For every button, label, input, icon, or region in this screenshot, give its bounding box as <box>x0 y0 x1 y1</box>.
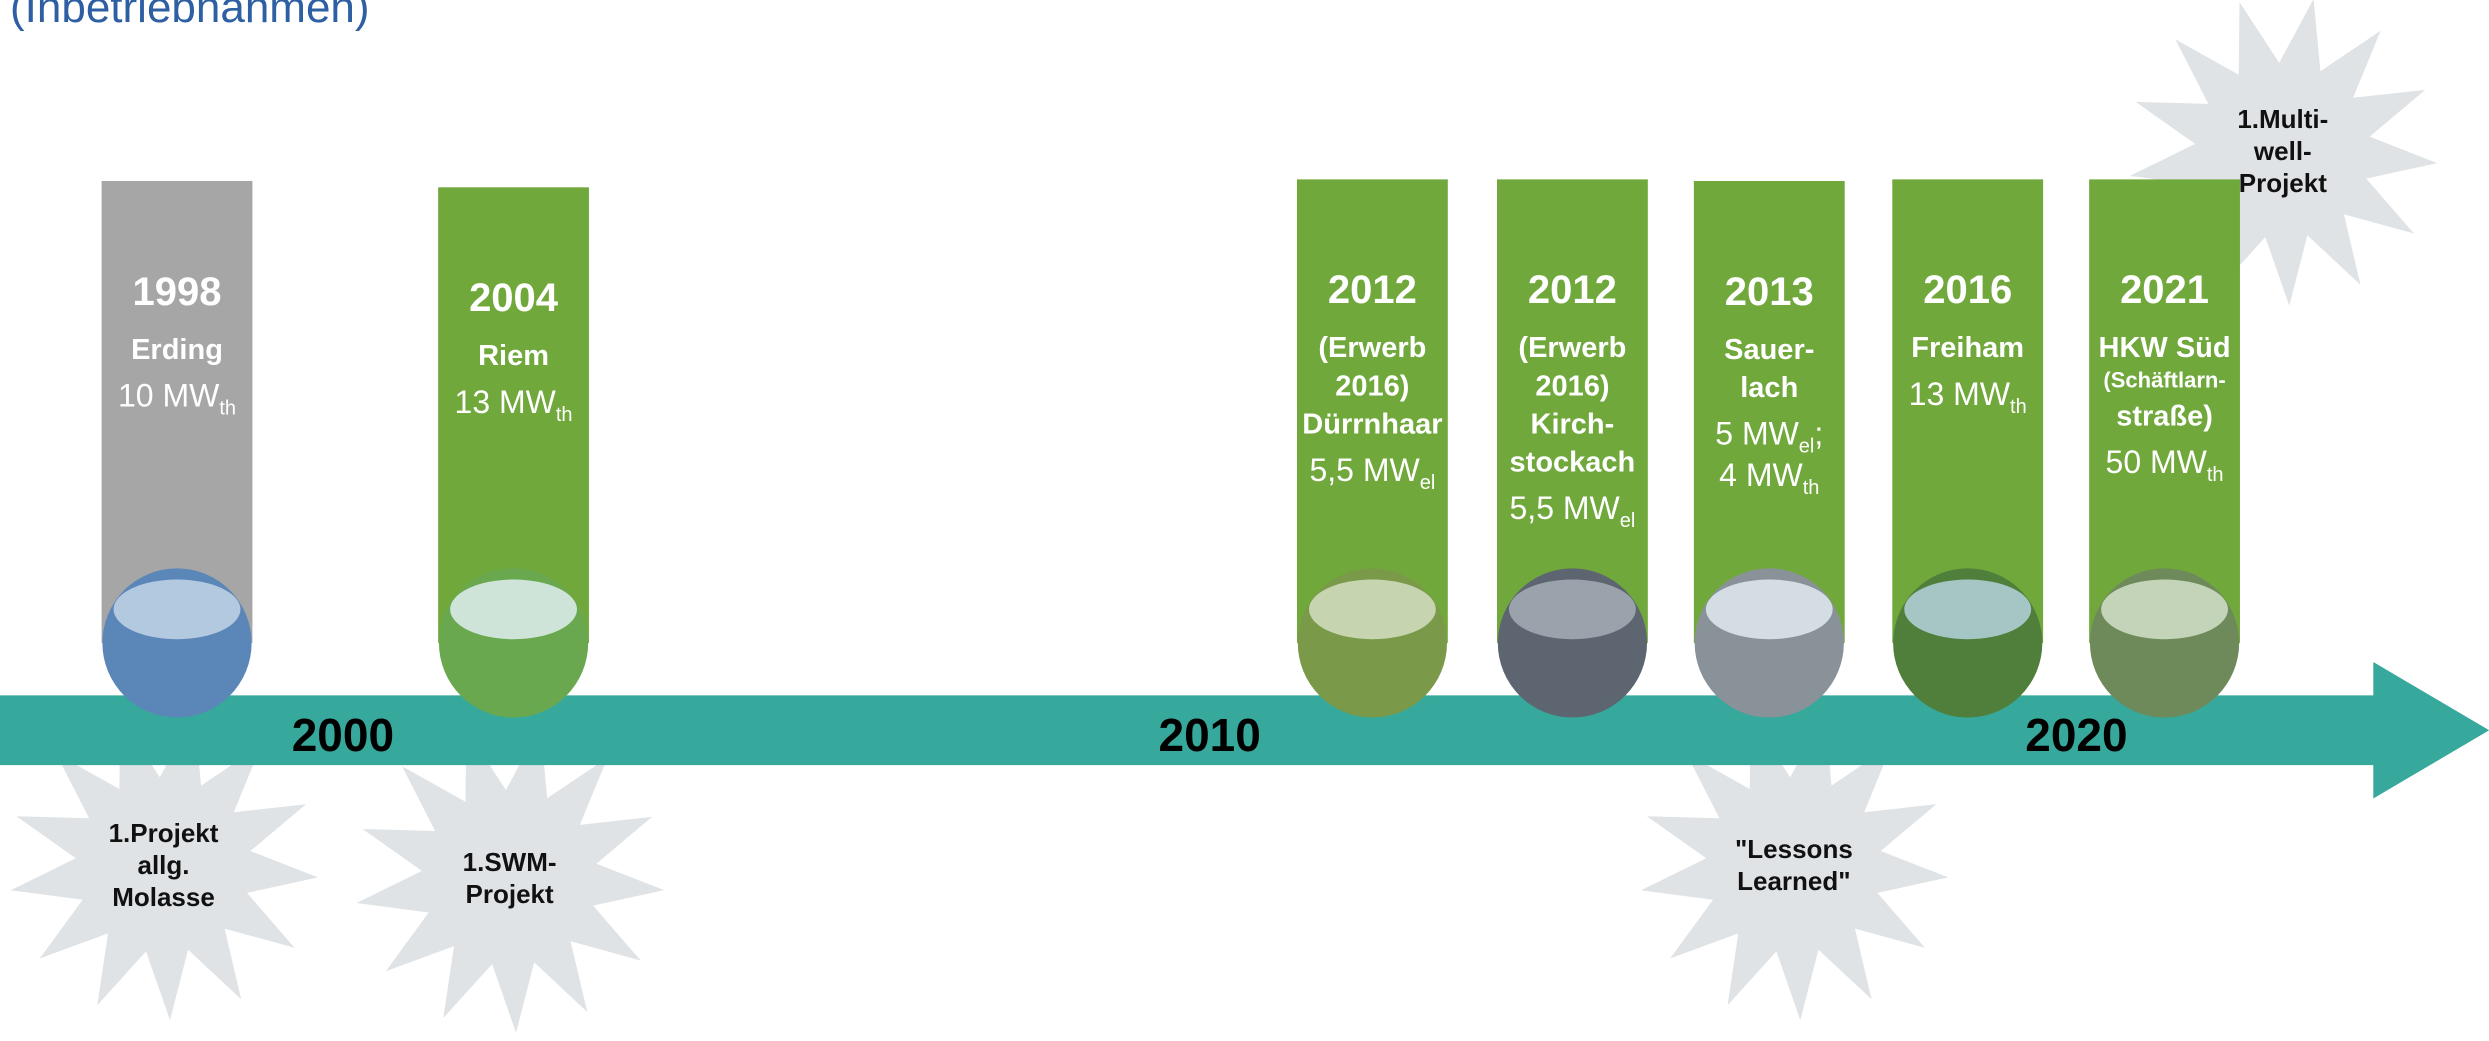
project-name: stockach <box>1510 446 1636 478</box>
project-power: 13 MWth <box>455 384 573 426</box>
slide-title: (Inbetriebnahmen) <box>10 0 370 32</box>
decade-label: 2020 <box>2025 709 2127 761</box>
project-name: 2016) <box>1335 370 1409 402</box>
power-value: 50 MW <box>2106 444 2208 480</box>
timeline-slide: (Inbetriebnahmen) 1.Projektallg.Molasse 1… <box>0 0 2489 1041</box>
project-name: 2016) <box>1535 370 1609 402</box>
burst-label: 1.SWM- <box>463 847 557 877</box>
project-name: lach <box>1740 372 1798 404</box>
decade-label: 2000 <box>292 709 394 761</box>
power-value: 5,5 MW <box>1309 452 1420 488</box>
project-year: 2013 <box>1725 270 1814 314</box>
project-year: 2012 <box>1528 268 1617 312</box>
burst-label: "Lessons <box>1735 834 1853 864</box>
project-power: 5,5 MWel <box>1309 452 1435 494</box>
project-name: Sauer- <box>1724 334 1814 366</box>
power-suffix: ; <box>1814 416 1823 452</box>
project-year: 2021 <box>2120 268 2209 312</box>
power-value: 4 MW <box>1719 457 1803 493</box>
power-unit-sub: th <box>2207 464 2224 486</box>
project-photo-sky <box>1309 580 1436 640</box>
project-power: 13 MWth <box>1909 376 2027 418</box>
decade-label: 2010 <box>1159 709 1261 761</box>
burst-label: 1.Projekt <box>109 818 219 848</box>
power-unit-sub: th <box>556 404 573 426</box>
project-photo-sky <box>450 580 577 640</box>
power-unit-sub: th <box>2010 396 2027 418</box>
power-value: 13 MW <box>455 384 557 420</box>
burst-label: allg. <box>138 850 190 880</box>
project-year: 1998 <box>133 270 222 314</box>
power-unit-sub: el <box>1420 472 1436 494</box>
burst-label: Projekt <box>466 879 554 909</box>
project-photo-sky <box>1706 580 1833 640</box>
power-value: 10 MW <box>118 377 220 413</box>
page: { "header": {"title": "(Inbetriebnahmen)… <box>0 0 2489 1041</box>
project-photo-sky <box>1904 580 2031 640</box>
burst-label: 1.Multi- <box>2237 104 2328 134</box>
burst-label: well- <box>2253 136 2312 166</box>
project-name: Kirch- <box>1531 408 1615 440</box>
project-name: (Erwerb <box>1518 332 1626 364</box>
project-power: 10 MWth <box>118 377 236 419</box>
project-photo-sky <box>1509 580 1636 640</box>
project-photo-sky <box>2101 580 2228 640</box>
power-unit-sub: el <box>1799 436 1815 458</box>
power-value: 13 MW <box>1909 376 2011 412</box>
project-photo-sky <box>114 580 241 640</box>
project-name: Erding <box>131 334 223 366</box>
project-name: (Erwerb <box>1318 332 1426 364</box>
burst-label: Learned" <box>1737 866 1850 896</box>
project-power: 50 MWth <box>2106 444 2224 486</box>
project-name: Riem <box>478 340 549 372</box>
power-unit-sub: el <box>1620 510 1636 532</box>
project-name: Dürrnhaar <box>1302 408 1442 440</box>
project-year: 2012 <box>1328 268 1417 312</box>
project-name: HKW Süd <box>2099 332 2231 364</box>
project-name: (Schäftlarn- <box>2103 367 2225 392</box>
burst-label: Molasse <box>112 882 215 912</box>
power-unit-sub: th <box>1803 477 1820 499</box>
project-name: Freiham <box>1911 332 2024 364</box>
project-year: 2004 <box>469 276 559 320</box>
power-value: 5 MW <box>1715 416 1799 452</box>
burst-label: Projekt <box>2239 168 2327 198</box>
power-unit-sub: th <box>219 397 236 419</box>
project-year: 2016 <box>1923 268 2012 312</box>
power-value: 5,5 MW <box>1510 490 1621 526</box>
project-power: 5,5 MWel <box>1510 490 1636 532</box>
project-name: straße) <box>2116 400 2213 432</box>
